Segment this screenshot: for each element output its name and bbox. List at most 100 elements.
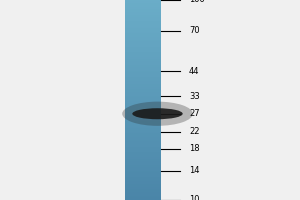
Bar xyxy=(124,140,160,141)
Bar xyxy=(124,9,160,11)
Bar xyxy=(124,56,160,57)
Bar xyxy=(124,139,160,140)
Bar xyxy=(124,141,160,143)
Bar xyxy=(124,3,160,4)
Bar xyxy=(124,187,160,188)
Bar xyxy=(124,147,160,148)
Bar xyxy=(124,121,160,123)
Bar xyxy=(124,67,160,68)
Bar xyxy=(124,39,160,40)
Bar xyxy=(124,163,160,164)
Bar xyxy=(124,69,160,71)
Bar xyxy=(124,136,160,137)
Bar xyxy=(124,8,160,9)
Bar xyxy=(124,109,160,111)
Bar xyxy=(124,101,160,103)
Bar xyxy=(124,112,160,113)
Bar xyxy=(124,156,160,157)
Bar xyxy=(124,64,160,65)
Bar xyxy=(124,83,160,84)
Bar xyxy=(124,63,160,64)
Bar xyxy=(124,148,160,149)
Bar xyxy=(124,16,160,17)
Bar xyxy=(124,29,160,31)
Bar xyxy=(124,183,160,184)
Bar xyxy=(124,71,160,72)
Bar xyxy=(124,31,160,32)
Bar xyxy=(124,36,160,37)
Bar xyxy=(124,199,160,200)
Bar xyxy=(124,103,160,104)
Bar xyxy=(124,189,160,191)
Bar xyxy=(124,52,160,53)
Bar xyxy=(124,76,160,77)
Bar xyxy=(124,17,160,19)
Ellipse shape xyxy=(122,102,193,126)
Bar xyxy=(124,99,160,100)
Bar xyxy=(124,104,160,105)
Bar xyxy=(124,84,160,85)
Bar xyxy=(124,124,160,125)
Bar xyxy=(124,116,160,117)
Bar xyxy=(124,45,160,47)
Bar xyxy=(124,185,160,187)
Bar xyxy=(124,13,160,15)
Bar xyxy=(124,81,160,83)
Bar xyxy=(124,161,160,163)
Bar xyxy=(124,55,160,56)
Bar xyxy=(124,107,160,108)
Bar xyxy=(124,105,160,107)
Bar xyxy=(124,37,160,39)
Bar xyxy=(124,100,160,101)
Bar xyxy=(124,164,160,165)
Bar xyxy=(124,115,160,116)
Bar xyxy=(124,181,160,183)
Bar xyxy=(124,171,160,172)
Bar xyxy=(124,197,160,199)
Bar xyxy=(124,143,160,144)
Bar xyxy=(124,47,160,48)
Bar xyxy=(124,157,160,159)
Text: 18: 18 xyxy=(189,144,200,153)
Bar xyxy=(124,61,160,63)
Bar xyxy=(124,85,160,87)
Bar xyxy=(124,4,160,5)
Bar xyxy=(124,73,160,75)
Bar xyxy=(124,49,160,51)
Text: 14: 14 xyxy=(189,166,200,175)
Bar xyxy=(124,44,160,45)
Bar xyxy=(124,195,160,196)
Bar xyxy=(124,137,160,139)
Bar xyxy=(124,19,160,20)
Text: 44: 44 xyxy=(189,67,200,76)
Bar xyxy=(124,119,160,120)
Bar xyxy=(124,167,160,168)
Bar xyxy=(124,25,160,27)
Bar xyxy=(124,20,160,21)
Bar xyxy=(124,33,160,35)
Text: 27: 27 xyxy=(189,109,200,118)
Bar xyxy=(124,160,160,161)
Bar xyxy=(124,135,160,136)
Bar xyxy=(124,123,160,124)
Bar xyxy=(124,168,160,169)
Bar xyxy=(124,43,160,44)
Bar xyxy=(124,60,160,61)
Bar xyxy=(124,92,160,93)
Bar xyxy=(124,0,160,1)
Bar xyxy=(124,95,160,96)
Bar xyxy=(124,117,160,119)
Bar xyxy=(124,5,160,7)
Bar xyxy=(124,145,160,147)
Bar xyxy=(124,196,160,197)
Bar xyxy=(124,169,160,171)
Bar xyxy=(124,77,160,79)
Bar xyxy=(124,151,160,152)
Bar xyxy=(124,41,160,43)
Bar xyxy=(124,27,160,28)
Bar xyxy=(124,153,160,155)
Bar xyxy=(124,68,160,69)
Bar xyxy=(124,165,160,167)
Bar xyxy=(124,48,160,49)
Bar xyxy=(124,155,160,156)
